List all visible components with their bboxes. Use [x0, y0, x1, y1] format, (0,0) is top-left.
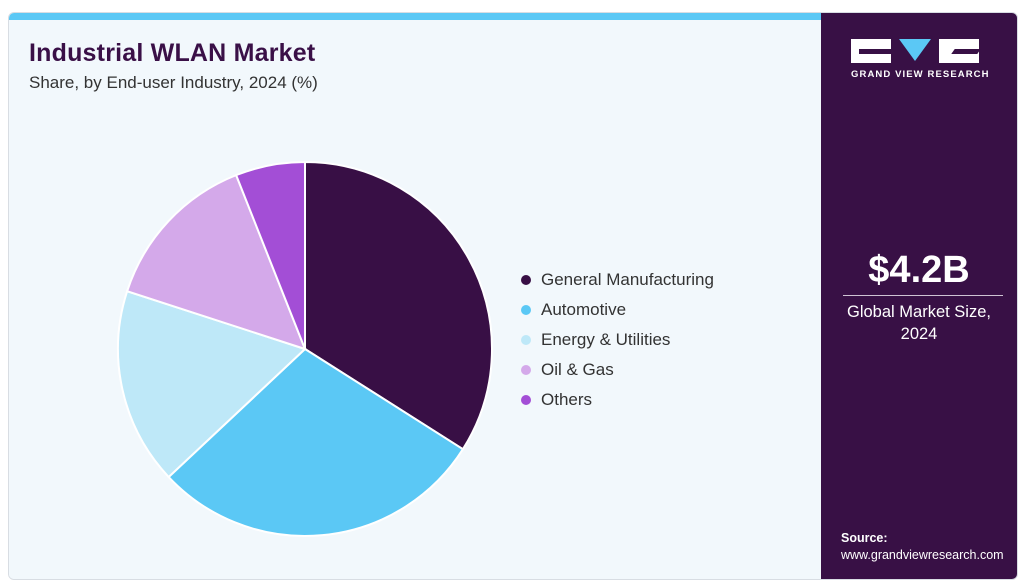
- legend-item: Automotive: [521, 295, 714, 325]
- chart-title: Industrial WLAN Market: [29, 39, 316, 67]
- pie-slice-energy-utilities[interactable]: [117, 289, 307, 479]
- legend-item: General Manufacturing: [521, 265, 714, 295]
- logo-mark-v: [895, 39, 935, 63]
- market-size-label-line2: 2024: [900, 325, 938, 343]
- pie-slice-others[interactable]: [234, 160, 306, 350]
- pie-slice-automotive[interactable]: [167, 347, 465, 537]
- market-size-value: $4.2B: [868, 249, 970, 291]
- logo-mark-g: [851, 39, 891, 63]
- legend-marker: [521, 395, 531, 405]
- pie-slice-general-manufacturing[interactable]: [304, 160, 493, 451]
- pie-slice-oil-gas[interactable]: [125, 173, 307, 351]
- legend-label: Others: [541, 390, 593, 409]
- market-size-label: Global Market Size, 2024: [821, 301, 1017, 345]
- legend-item: Energy & Utilities: [521, 325, 714, 355]
- legend-item: Others: [521, 385, 714, 415]
- legend-label: Oil & Gas: [541, 360, 614, 379]
- chart-legend: General Manufacturing Automotive Energy & …: [521, 265, 714, 415]
- accent-bar: [9, 13, 821, 20]
- chart-subtitle: Share, by End-user Industry, 2024 (%): [29, 73, 318, 92]
- chart-area: Industrial WLAN Market Share, by End-use…: [9, 13, 821, 579]
- logo-mark-r: [939, 39, 981, 63]
- legend-label: Energy & Utilities: [541, 330, 671, 349]
- source-link[interactable]: www.grandviewresearch.com: [841, 548, 1004, 562]
- source-label: Source:: [841, 531, 888, 545]
- side-panel: GRAND VIEW RESEARCH $4.2B Global Market …: [821, 13, 1017, 579]
- market-size-label-line1: Global Market Size,: [847, 303, 991, 321]
- legend-marker: [521, 365, 531, 375]
- legend-marker: [521, 335, 531, 345]
- brand-name: GRAND VIEW RESEARCH: [851, 69, 990, 80]
- pie-chart: [117, 160, 493, 537]
- chart-card: Industrial WLAN Market Share, by End-use…: [8, 12, 1018, 580]
- legend-marker: [521, 305, 531, 315]
- gvr-logo: GRAND VIEW RESEARCH: [851, 39, 1001, 80]
- legend-label: Automotive: [541, 300, 627, 319]
- gvr-logo-icon: [851, 39, 1001, 63]
- legend-label: General Manufacturing: [541, 270, 714, 289]
- legend-marker: [521, 275, 531, 285]
- stat-divider: [843, 295, 1003, 296]
- legend-item: Oil & Gas: [521, 355, 714, 385]
